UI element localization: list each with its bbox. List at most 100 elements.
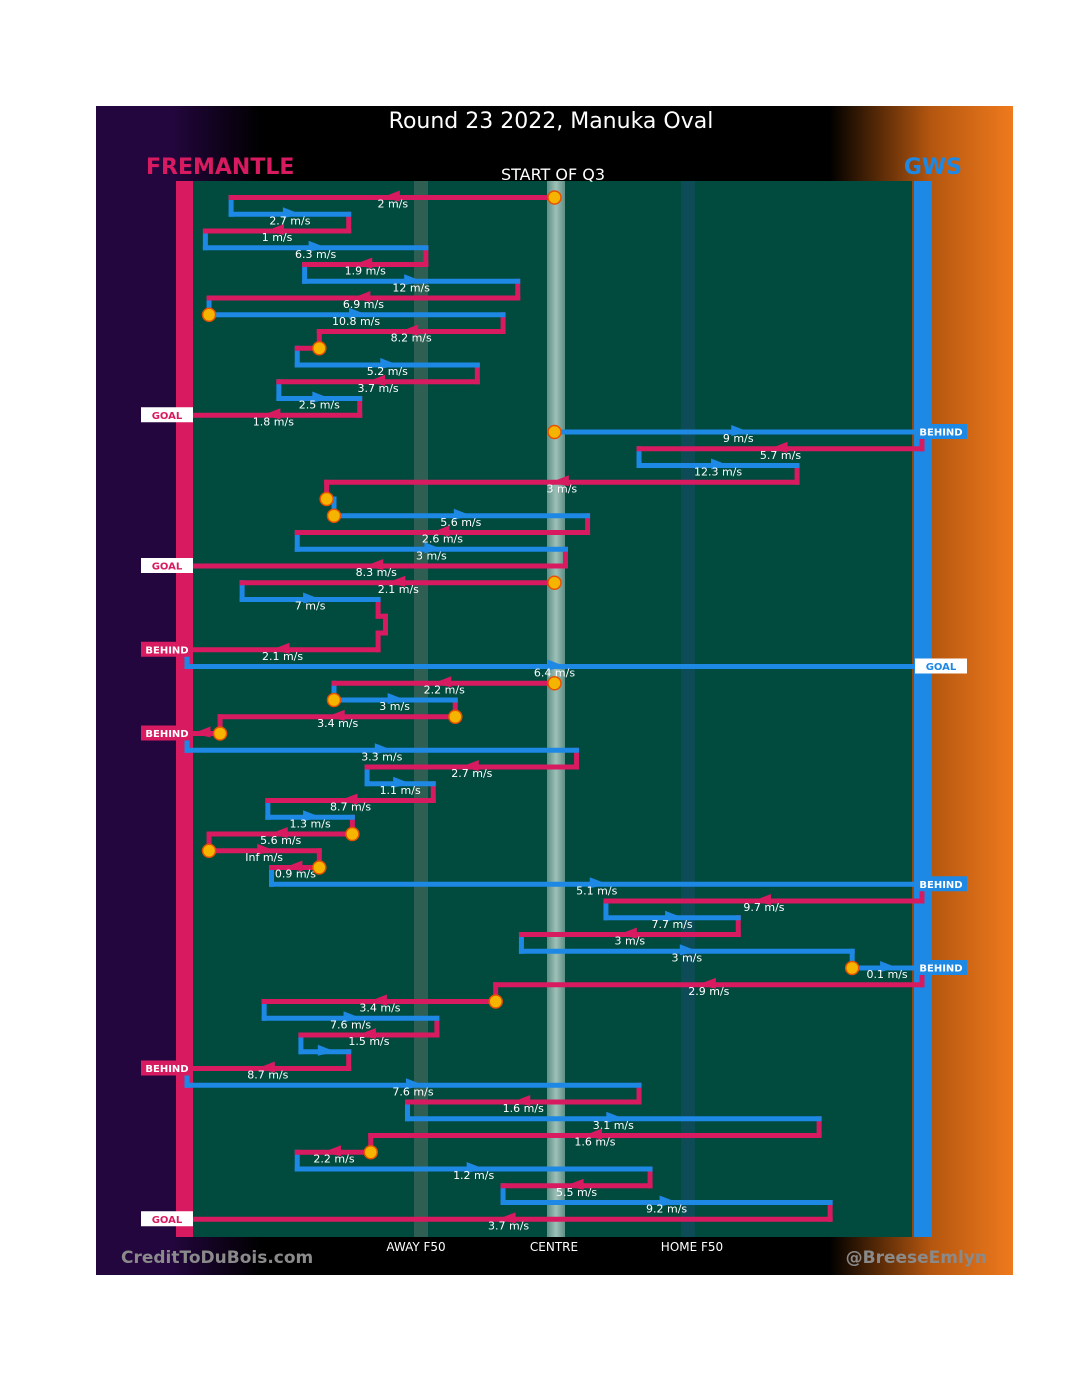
speed-label-4: 1.9 m/s [345, 265, 386, 278]
chain-arrow-2 [266, 224, 285, 235]
possession-start-dot-30 [326, 692, 342, 708]
possession-start-dot-18 [319, 491, 334, 507]
chain-arrow-21 [424, 542, 443, 554]
chain-arrow-7 [349, 307, 368, 319]
fremantle-label: FREMANTLE [146, 155, 294, 180]
possession-start-dot-29 [547, 676, 562, 691]
speed-label-19: 5.6 m/s [440, 516, 481, 529]
speed-label-22: 8.3 m/s [356, 566, 397, 579]
chain-arrow-58 [466, 1162, 485, 1173]
speed-label-47: 2.9 m/s [688, 985, 729, 998]
home-f50-line [681, 181, 695, 1237]
speed-label-31: 3.4 m/s [317, 717, 358, 730]
x-tick-home-f50: HOME F50 [661, 1240, 723, 1254]
score-badge-27 [141, 641, 193, 657]
speed-label-28: 6.4 m/s [534, 667, 575, 680]
chain-arrow-60 [659, 1195, 678, 1207]
chain-arrow-12 [312, 391, 331, 403]
score-badge-label-52: BEHIND [145, 1064, 188, 1075]
score-badge-label-46: BEHIND [919, 964, 962, 975]
chain-arrow-48 [368, 994, 387, 1006]
chain-arrow-20 [431, 525, 450, 537]
speed-label-40: 0.9 m/s [275, 868, 316, 881]
chain-arrow-4 [354, 257, 373, 269]
speed-label-50: 1.5 m/s [348, 1035, 389, 1048]
speed-label-54: 1.6 m/s [503, 1102, 544, 1115]
score-badge-13 [141, 407, 193, 423]
speed-label-1: 2.7 m/s [269, 214, 310, 227]
speed-label-52: 8.7 m/s [247, 1069, 288, 1082]
speed-label-13: 1.8 m/s [253, 415, 294, 428]
speed-label-37: 1.3 m/s [290, 817, 331, 830]
chain-arrow-41 [589, 877, 608, 889]
chain-arrow-15 [769, 441, 788, 453]
score-badge-22 [141, 558, 193, 573]
possession-start-dot-19 [326, 508, 342, 523]
speed-label-60: 9.2 m/s [646, 1203, 687, 1216]
chain-arrow-8 [400, 324, 419, 336]
speed-label-23: 2.1 m/s [378, 583, 419, 596]
chain-arrow-55 [606, 1111, 625, 1123]
chart-subtitle: START OF Q3 [501, 165, 605, 184]
chain-arrow-46 [880, 961, 899, 972]
chain-arrow-36 [339, 793, 358, 805]
speed-label-6: 6.9 m/s [343, 298, 384, 311]
chain-arrow-22 [365, 559, 384, 570]
score-badge-61 [141, 1211, 193, 1227]
chain-arrow-33 [374, 743, 393, 755]
speed-label-21: 3 m/s [416, 549, 447, 562]
speed-label-41: 5.1 m/s [576, 884, 617, 897]
chain-arrow-13 [262, 408, 281, 420]
chain-arrow-32 [192, 726, 211, 738]
speed-label-2: 1 m/s [262, 231, 293, 244]
speed-label-34: 2.7 m/s [451, 767, 492, 780]
score-badge-label-27: BEHIND [145, 645, 188, 656]
chain-arrow-53 [406, 1078, 425, 1090]
score-badge-label-13: GOAL [152, 411, 183, 422]
possession-start-dot-46 [844, 960, 860, 976]
chain-arrow-52 [256, 1061, 275, 1073]
credit-left: CreditToDuBois.com [121, 1248, 313, 1268]
possession-start-dot-48 [488, 994, 503, 1009]
score-badge-label-14: BEHIND [919, 428, 962, 439]
speed-label-55: 3.1 m/s [593, 1119, 634, 1132]
chain-arrow-49 [343, 1011, 362, 1023]
chain-arrow-11 [367, 374, 386, 386]
possession-start-dot-14 [547, 424, 562, 440]
speed-label-33: 3.3 m/s [361, 750, 402, 763]
chain-arrow-23 [387, 575, 406, 587]
speed-label-46: 0.1 m/s [867, 968, 908, 981]
speed-label-48: 3.4 m/s [359, 1002, 400, 1015]
speed-label-17: 3 m/s [547, 482, 578, 495]
speed-label-20: 2.6 m/s [422, 533, 463, 546]
chain-arrow-59 [565, 1178, 584, 1190]
chain-arrow-43 [665, 910, 684, 922]
chain-arrow-40 [284, 860, 303, 872]
score-badge-32 [141, 725, 193, 741]
chain-arrow-31 [326, 709, 345, 721]
speed-label-59: 5.5 m/s [556, 1186, 597, 1199]
possession-start-dot-23 [547, 575, 562, 590]
chain-arrow-61 [497, 1212, 516, 1224]
speed-label-8: 8.2 m/s [391, 332, 432, 345]
speed-label-43: 7.7 m/s [652, 918, 693, 931]
speed-label-38: 5.6 m/s [260, 834, 301, 847]
possession-start-dot-0 [547, 190, 562, 205]
chain-arrow-3 [308, 240, 327, 252]
speed-label-39: Inf m/s [245, 851, 283, 864]
chain-arrow-38 [269, 827, 288, 838]
chain-arrow-37 [303, 810, 322, 822]
chain-arrow-1 [282, 207, 301, 219]
chain-arrow-45 [679, 944, 698, 956]
possession-start-dot-9 [312, 341, 327, 356]
chain-arrow-27 [271, 642, 290, 654]
chain-arrow-6 [352, 291, 371, 302]
fremantle-goal-post [176, 181, 193, 1237]
speed-label-12: 2.5 m/s [299, 399, 340, 412]
score-badge-14 [915, 424, 967, 439]
chart-title: Round 23 2022, Manuka Oval [389, 109, 714, 134]
speed-label-58: 1.2 m/s [453, 1169, 494, 1182]
speed-label-49: 7.6 m/s [330, 1018, 371, 1031]
chain-arrow-57 [323, 1145, 341, 1157]
speed-label-0: 2 m/s [377, 198, 408, 211]
